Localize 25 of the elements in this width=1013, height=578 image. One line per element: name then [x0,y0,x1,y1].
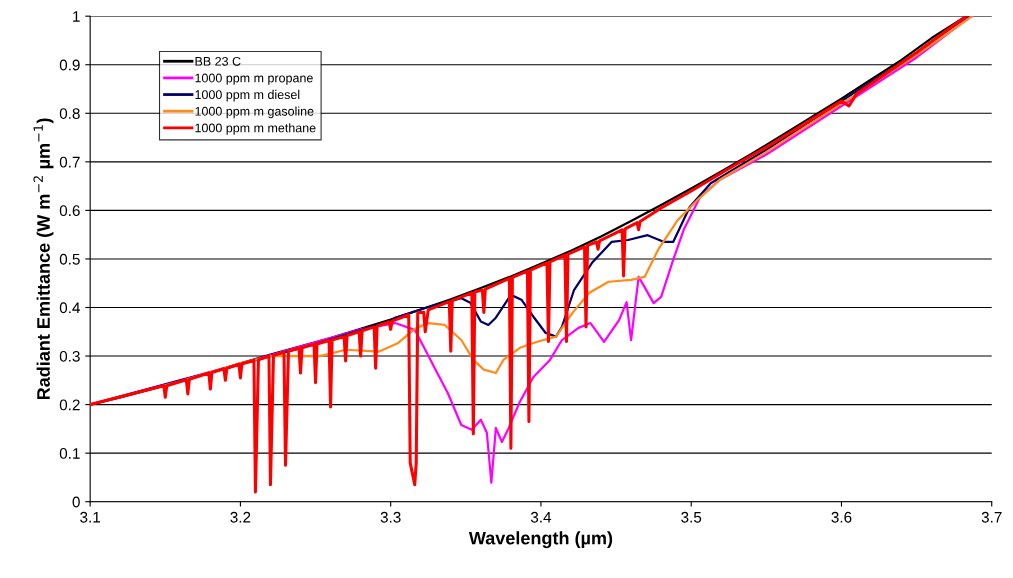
legend-label: 1000 ppm m methane [195,123,316,135]
x-tick-label: 3.2 [230,511,251,523]
x-tick-label: 3.7 [981,511,1002,523]
y-tick-label: 0.4 [59,302,80,314]
x-tick-label: 3.6 [831,511,852,523]
y-tick-label: 0.1 [59,448,80,459]
y-tick-label: 0.5 [59,253,80,265]
x-axis-title: Wavelength (µm) [468,531,613,549]
legend-label: 1000 ppm m propane [195,73,313,85]
y-tick-label: 0.9 [59,59,80,71]
y-tick-label: 0.2 [59,399,80,411]
y-axis-title: Radiant Emittance (W m$^{−2}$ µm$^{−1}$) [33,118,54,400]
legend-label: BB 23 C [195,56,241,66]
x-tick-label: 3.5 [681,511,702,523]
y-tick-label: 0.7 [59,156,80,168]
x-tick-label: 3.4 [530,511,552,523]
legend-label: 1000 ppm m diesel [195,89,300,102]
y-tick-label: 0.8 [59,108,80,119]
y-tick-label: 0.3 [59,350,80,362]
y-tick-label: 1 [73,11,80,22]
y-tick-label: 0 [72,496,80,508]
x-tick-label: 3.3 [380,511,401,523]
y-tick-label: 0.6 [59,205,80,217]
x-tick-label: 3.1 [80,511,101,523]
legend-label: 1000 ppm m gasoline [195,106,314,119]
